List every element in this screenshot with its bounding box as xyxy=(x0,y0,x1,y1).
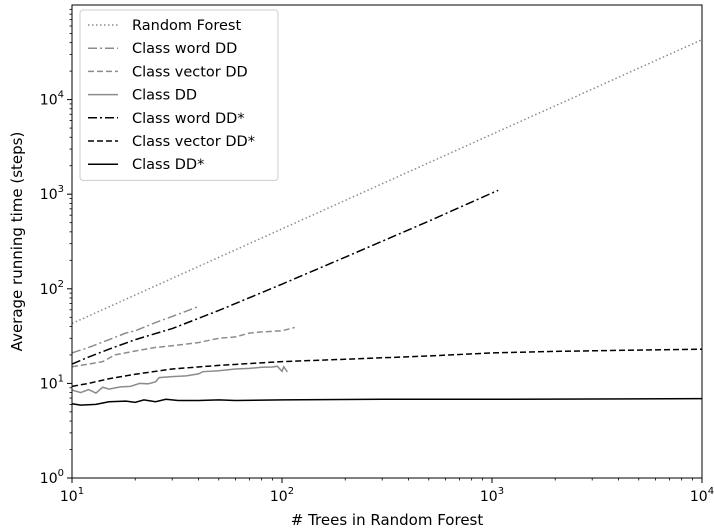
legend-label: Random Forest xyxy=(132,18,241,34)
legend-label: Class word DD xyxy=(132,41,237,57)
x-tick-label: 103 xyxy=(480,486,504,505)
series-line-class-vector-dd xyxy=(71,326,295,368)
legend-box xyxy=(79,9,279,181)
series-line-class-word-dd xyxy=(71,305,199,354)
legend-label: Class vector DD* xyxy=(132,134,255,150)
series-line-random-forest xyxy=(71,38,703,325)
series-line-class-dd-star xyxy=(71,397,703,406)
series-line-class-word-dd-star xyxy=(71,189,499,365)
x-axis-title: # Trees in Random Forest xyxy=(291,511,484,529)
plot-frame xyxy=(71,4,703,479)
y-tick-label: 103 xyxy=(40,184,64,203)
legend: Random Forest Class word DD Class vector D… xyxy=(79,9,279,181)
y-tick-label: 101 xyxy=(40,373,64,392)
y-axis-title: Average running time (steps) xyxy=(8,132,26,352)
x-tick-label: 102 xyxy=(270,486,294,505)
y-tick-label: 104 xyxy=(40,90,64,109)
legend-label: Class DD* xyxy=(132,157,204,173)
series-line-class-dd xyxy=(71,365,288,394)
legend-label: Class vector DD xyxy=(132,64,248,80)
series-layer xyxy=(71,38,703,406)
x-tick-label: 101 xyxy=(60,486,84,505)
series-line-class-vector-dd-star xyxy=(71,348,703,388)
x-tick-label: 104 xyxy=(690,486,714,505)
y-tick-label: 102 xyxy=(40,279,64,298)
legend-label: Class word DD* xyxy=(132,111,245,127)
y-tick-label: 100 xyxy=(40,468,64,487)
legend-label: Class DD xyxy=(132,88,197,104)
